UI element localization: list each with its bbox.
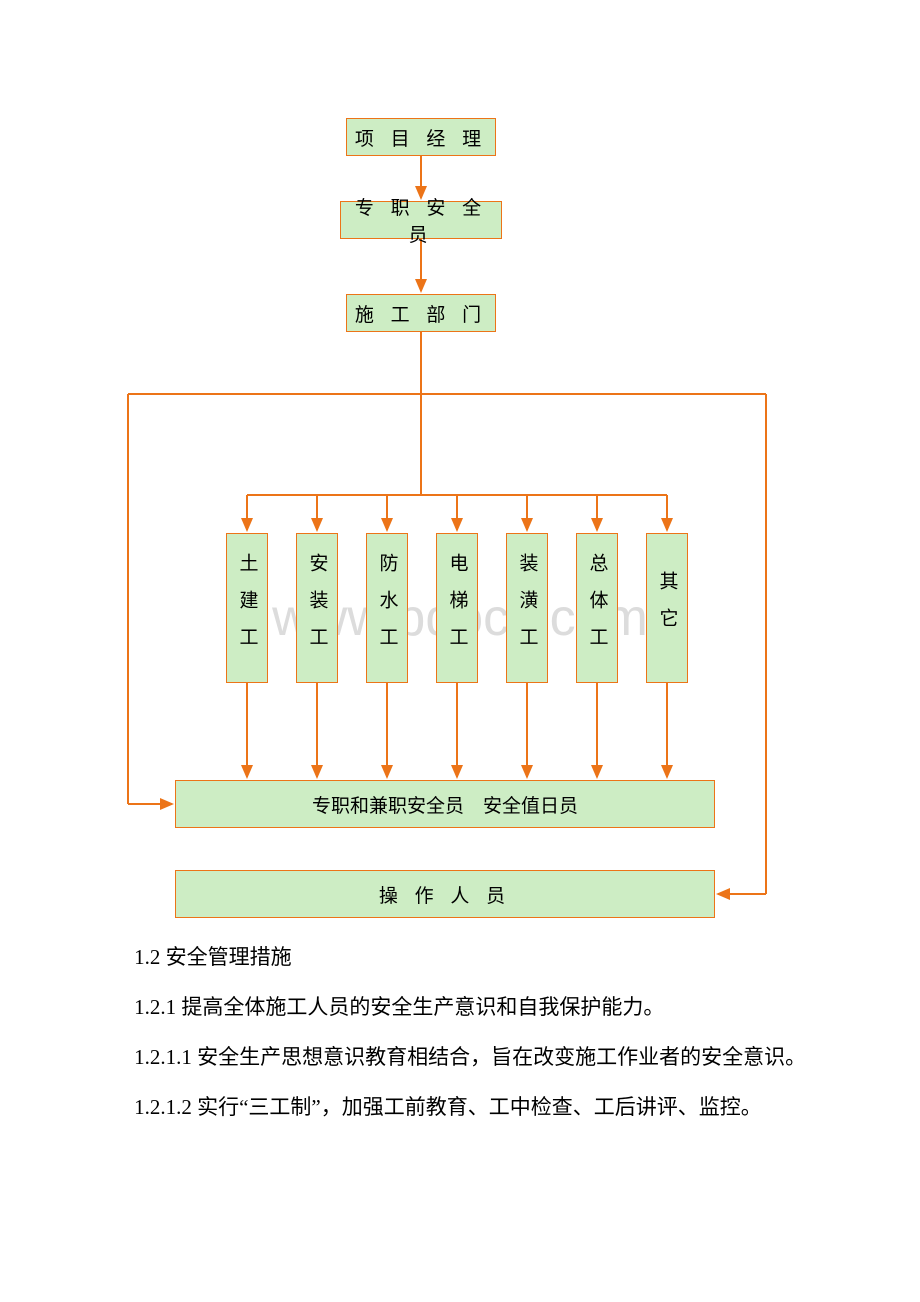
paragraph-1-2-1: 1.2.1 提高全体施工人员的安全生产意识和自我保护能力。	[90, 988, 830, 1028]
branch-node-3: 防水工	[366, 533, 408, 683]
paragraph-1-2: 1.2 安全管理措施	[90, 938, 830, 978]
node-operators: 操 作 人 员	[175, 870, 715, 918]
node-label: 专 职 安 全 员	[341, 193, 501, 247]
branch-node-6: 总体工	[576, 533, 618, 683]
node-label: 装潢工	[514, 553, 541, 664]
node-label: 防水工	[374, 553, 401, 664]
node-safety-officer: 专 职 安 全 员	[340, 201, 502, 239]
node-label: 专职和兼职安全员 安全值日员	[312, 791, 578, 818]
paragraph-1-2-1-1: 1.2.1.1 安全生产思想意识教育相结合，旨在改变施工作业者的安全意识。	[90, 1038, 830, 1078]
node-label: 安装工	[304, 553, 331, 664]
document-body: 1.2 安全管理措施 1.2.1 提高全体施工人员的安全生产意识和自我保护能力。…	[90, 938, 830, 1138]
node-label: 电梯工	[444, 553, 471, 664]
branch-node-2: 安装工	[296, 533, 338, 683]
node-duty-officers: 专职和兼职安全员 安全值日员	[175, 780, 715, 828]
branch-node-7: 其它	[646, 533, 688, 683]
node-label: 总体工	[584, 553, 611, 664]
branch-node-4: 电梯工	[436, 533, 478, 683]
node-label: 土建工	[234, 553, 261, 664]
node-label: 项 目 经 理	[355, 124, 487, 151]
node-label: 其它	[654, 571, 681, 645]
node-project-manager: 项 目 经 理	[346, 118, 496, 156]
paragraph-1-2-1-2: 1.2.1.2 实行“三工制”，加强工前教育、工中检查、工后讲评、监控。	[90, 1088, 830, 1128]
node-label: 操 作 人 员	[379, 881, 511, 908]
node-construction-dept: 施 工 部 门	[346, 294, 496, 332]
org-chart-diagram: www.bdocx.com	[0, 0, 920, 920]
branch-node-5: 装潢工	[506, 533, 548, 683]
branch-node-1: 土建工	[226, 533, 268, 683]
node-label: 施 工 部 门	[355, 300, 487, 327]
